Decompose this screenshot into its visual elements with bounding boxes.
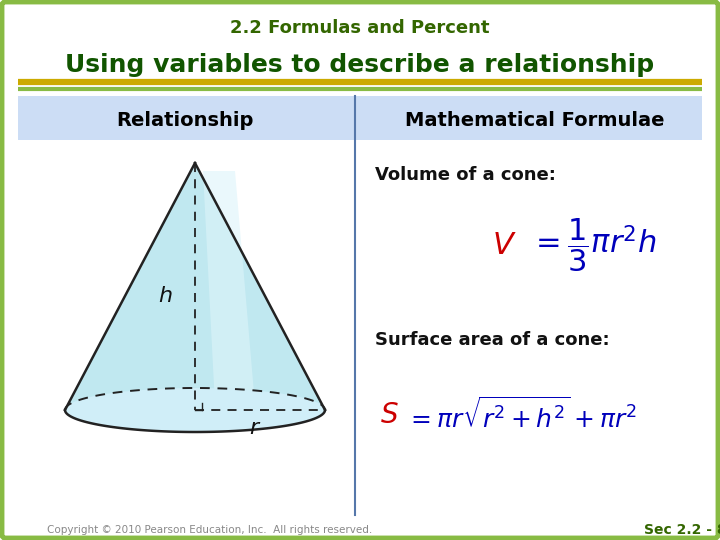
Ellipse shape bbox=[65, 388, 325, 432]
Text: $= \pi r\sqrt{r^2 + h^2} + \pi r^2$: $= \pi r\sqrt{r^2 + h^2} + \pi r^2$ bbox=[406, 397, 637, 433]
Polygon shape bbox=[65, 163, 325, 410]
Text: 2.2 Formulas and Percent: 2.2 Formulas and Percent bbox=[230, 19, 490, 37]
Text: Mathematical Formulae: Mathematical Formulae bbox=[405, 111, 665, 130]
Text: Copyright © 2010 Pearson Education, Inc.  All rights reserved.: Copyright © 2010 Pearson Education, Inc.… bbox=[48, 525, 373, 535]
Text: Sec 2.2 - 8: Sec 2.2 - 8 bbox=[644, 523, 720, 537]
Text: $= \dfrac{1}{3}\pi r^2 h$: $= \dfrac{1}{3}\pi r^2 h$ bbox=[530, 216, 657, 274]
Text: $r$: $r$ bbox=[249, 418, 261, 438]
Text: Surface area of a cone:: Surface area of a cone: bbox=[375, 331, 610, 349]
Text: $h$: $h$ bbox=[158, 287, 172, 307]
Text: Volume of a cone:: Volume of a cone: bbox=[375, 166, 556, 184]
Bar bbox=[18, 96, 702, 140]
Text: $V$: $V$ bbox=[492, 231, 517, 260]
Text: $S$: $S$ bbox=[380, 401, 399, 429]
Text: Relationship: Relationship bbox=[117, 111, 253, 130]
Polygon shape bbox=[203, 171, 255, 405]
Text: Using variables to describe a relationship: Using variables to describe a relationsh… bbox=[66, 53, 654, 77]
